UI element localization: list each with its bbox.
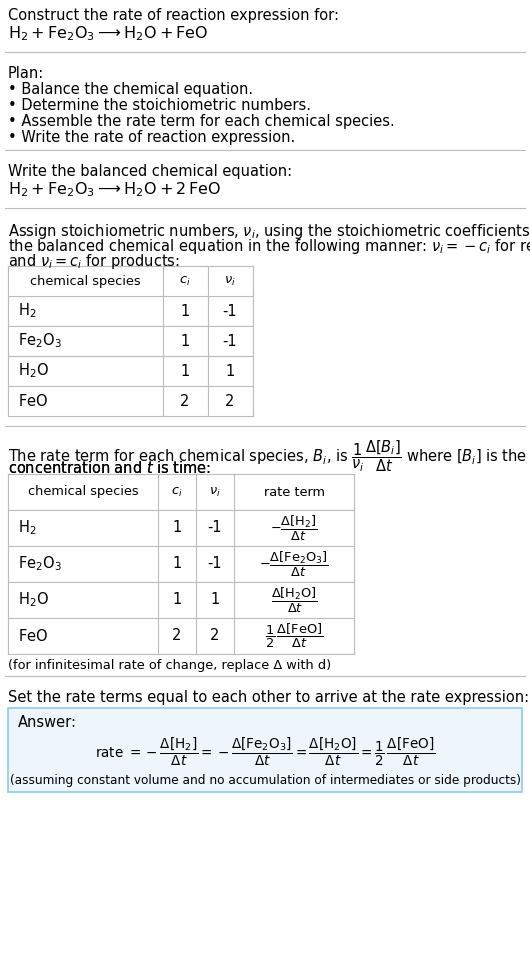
Text: The rate term for each chemical species, $B_i$, is $\dfrac{1}{\nu_i}\dfrac{\Delt: The rate term for each chemical species,… [8,438,530,473]
Text: • Write the rate of reaction expression.: • Write the rate of reaction expression. [8,130,295,145]
Text: 1: 1 [210,592,219,607]
Text: chemical species: chemical species [28,485,138,499]
Text: $\mathrm{Fe_2O_3}$: $\mathrm{Fe_2O_3}$ [18,554,62,573]
Text: 2: 2 [172,629,182,643]
Text: $\nu_i$: $\nu_i$ [209,485,221,499]
Text: Plan:: Plan: [8,66,44,81]
Text: Construct the rate of reaction expression for:: Construct the rate of reaction expressio… [8,8,339,23]
Text: $c_i$: $c_i$ [171,485,183,499]
Text: 1: 1 [180,334,190,348]
Text: $\mathrm{H_2O}$: $\mathrm{H_2O}$ [18,590,49,609]
Text: Set the rate terms equal to each other to arrive at the rate expression:: Set the rate terms equal to each other t… [8,690,529,705]
Text: $\mathrm{H_2 + Fe_2O_3 \longrightarrow H_2O + FeO}$: $\mathrm{H_2 + Fe_2O_3 \longrightarrow H… [8,24,208,43]
Text: $\dfrac{\Delta[\mathrm{H_2O}]}{\Delta t}$: $\dfrac{\Delta[\mathrm{H_2O}]}{\Delta t}… [270,586,317,615]
Text: $\dfrac{1}{2}\,\dfrac{\Delta[\mathrm{FeO}]}{\Delta t}$: $\dfrac{1}{2}\,\dfrac{\Delta[\mathrm{FeO… [265,622,323,650]
Text: -1: -1 [223,304,237,318]
Text: Assign stoichiometric numbers, $\nu_i$, using the stoichiometric coefficients, $: Assign stoichiometric numbers, $\nu_i$, … [8,222,530,241]
Text: $c_i$: $c_i$ [179,274,191,288]
Text: concentration and $t$ is time:: concentration and $t$ is time: [8,460,211,476]
Text: rate $= -\dfrac{\Delta[\mathrm{H_2}]}{\Delta t} = -\dfrac{\Delta[\mathrm{Fe_2O_3: rate $= -\dfrac{\Delta[\mathrm{H_2}]}{\D… [95,736,435,768]
Text: $\mathrm{H_2 + Fe_2O_3 \longrightarrow H_2O + 2\,FeO}$: $\mathrm{H_2 + Fe_2O_3 \longrightarrow H… [8,180,221,199]
Text: $\mathrm{FeO}$: $\mathrm{FeO}$ [18,393,48,409]
Text: 2: 2 [210,629,220,643]
Text: the balanced chemical equation in the following manner: $\nu_i = -c_i$ for react: the balanced chemical equation in the fo… [8,237,530,256]
FancyBboxPatch shape [8,708,522,792]
Text: 1: 1 [172,592,182,607]
Text: (for infinitesimal rate of change, replace Δ with d): (for infinitesimal rate of change, repla… [8,659,331,672]
Text: $\mathrm{Fe_2O_3}$: $\mathrm{Fe_2O_3}$ [18,332,62,350]
Text: $\mathrm{H_2O}$: $\mathrm{H_2O}$ [18,362,49,381]
Text: 1: 1 [225,363,235,379]
Text: • Determine the stoichiometric numbers.: • Determine the stoichiometric numbers. [8,98,311,113]
Text: 2: 2 [225,393,235,409]
Text: $\mathrm{H_2}$: $\mathrm{H_2}$ [18,518,37,538]
Text: $\mathrm{FeO}$: $\mathrm{FeO}$ [18,628,48,644]
Text: $-\dfrac{\Delta[\mathrm{H_2}]}{\Delta t}$: $-\dfrac{\Delta[\mathrm{H_2}]}{\Delta t}… [270,513,318,543]
Text: Answer:: Answer: [18,715,77,730]
Text: (assuming constant volume and no accumulation of intermediates or side products): (assuming constant volume and no accumul… [10,774,520,787]
Text: 1: 1 [180,304,190,318]
Text: rate term: rate term [263,485,324,499]
Text: $\mathrm{H_2}$: $\mathrm{H_2}$ [18,302,37,320]
Text: • Assemble the rate term for each chemical species.: • Assemble the rate term for each chemic… [8,114,395,129]
Text: concentration and $t$ is time:: concentration and $t$ is time: [8,460,211,476]
Text: $-\dfrac{\Delta[\mathrm{Fe_2O_3}]}{\Delta t}$: $-\dfrac{\Delta[\mathrm{Fe_2O_3}]}{\Delt… [259,549,329,579]
Text: -1: -1 [208,556,222,572]
Text: 2: 2 [180,393,190,409]
Text: 1: 1 [172,520,182,536]
Text: 1: 1 [172,556,182,572]
Text: -1: -1 [223,334,237,348]
Text: $\nu_i$: $\nu_i$ [224,274,236,288]
Text: Write the balanced chemical equation:: Write the balanced chemical equation: [8,164,292,179]
Text: and $\nu_i = c_i$ for products:: and $\nu_i = c_i$ for products: [8,252,180,271]
Text: 1: 1 [180,363,190,379]
Text: -1: -1 [208,520,222,536]
Text: chemical species: chemical species [30,274,140,288]
Text: • Balance the chemical equation.: • Balance the chemical equation. [8,82,253,97]
